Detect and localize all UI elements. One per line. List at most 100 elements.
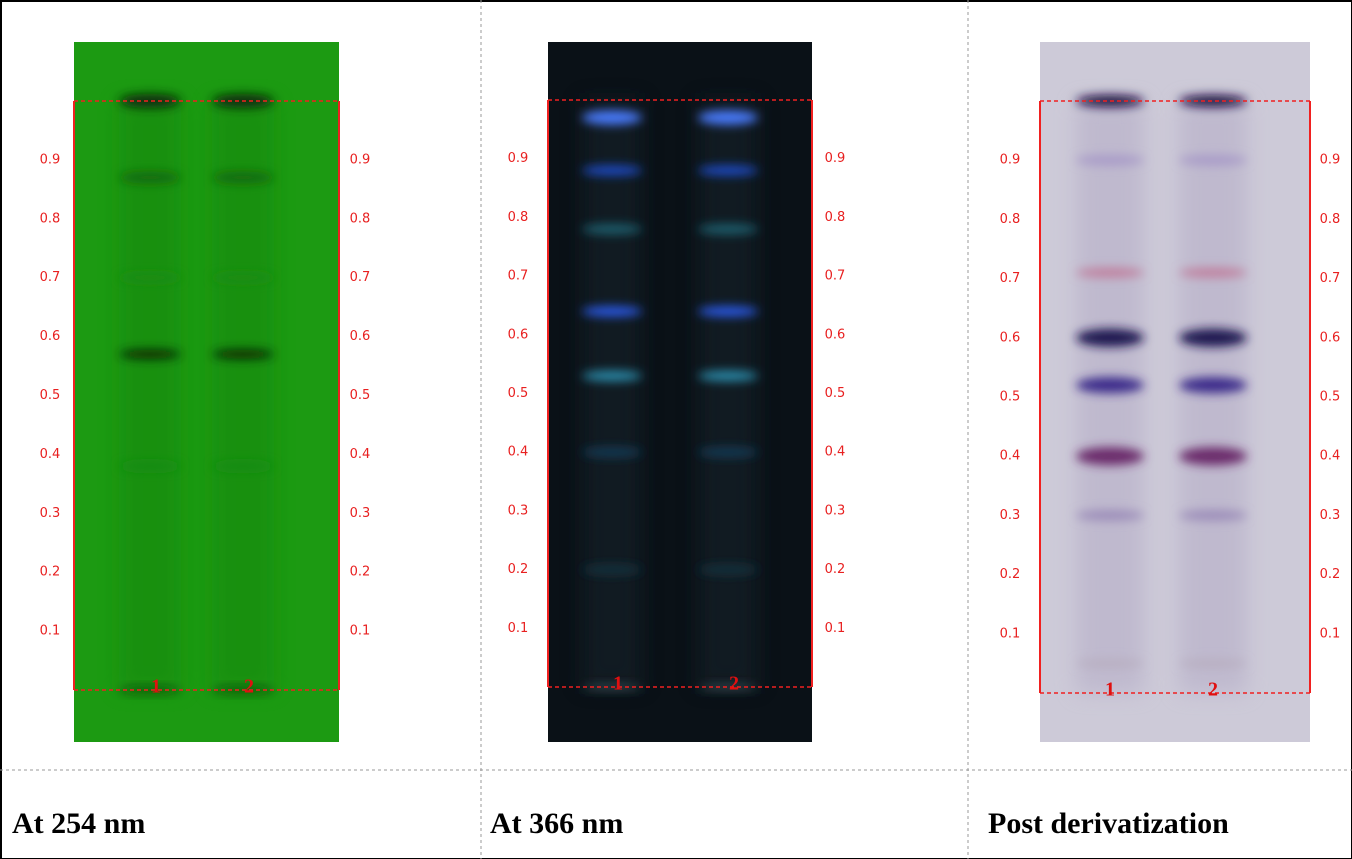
band [1179,329,1247,347]
rf-label: 0.5 [1320,390,1341,405]
rf-label: 0.9 [508,151,529,166]
rf-label: 0.5 [1000,390,1021,405]
lane-streak [1179,101,1247,693]
rf-label: 0.3 [1000,508,1021,523]
caption: Post derivatization [988,807,1229,840]
rf-label: 0.4 [1000,449,1021,464]
rf-label: 0.1 [40,624,61,639]
rf-label: 0.2 [825,562,846,577]
band [119,688,181,692]
band [698,224,758,234]
band [1179,447,1247,465]
band [698,111,758,125]
rf-label: 0.2 [350,565,371,580]
band [119,349,181,359]
rf-label: 0.3 [350,506,371,521]
rf-label: 0.9 [40,152,61,167]
rf-label: 0.7 [1000,271,1021,286]
band [698,306,758,316]
lane-streak [582,100,642,687]
rf-label: 0.8 [350,211,371,226]
rf-label: 0.4 [350,447,371,462]
rf-label: 0.7 [1320,271,1341,286]
band [212,349,274,359]
lane-label: 1 [1105,679,1115,701]
band [1179,510,1247,520]
lane-label: 1 [613,673,623,695]
rf-label: 0.9 [350,152,371,167]
rf-label: 0.5 [350,388,371,403]
rf-label: 0.1 [825,621,846,636]
band [212,462,274,470]
caption: At 254 nm [12,807,145,840]
band [1076,268,1144,277]
band [582,565,642,575]
band [698,685,758,689]
caption: At 366 nm [490,807,623,840]
rf-label: 0.5 [825,386,846,401]
band [1076,510,1144,520]
lane-label: 2 [1208,679,1218,701]
band [1076,155,1144,165]
rf-label: 0.9 [1320,153,1341,168]
rf-label: 0.3 [825,503,846,518]
band [1179,155,1247,165]
rf-label: 0.6 [1320,330,1341,345]
rf-label: 0.8 [825,210,846,225]
rf-label: 0.8 [1320,212,1341,227]
rf-label: 0.2 [40,565,61,580]
lane-streak [119,101,181,690]
rf-label: 0.1 [1000,626,1021,641]
band [119,94,181,108]
rf-label: 0.3 [40,506,61,521]
plate-image [74,42,339,742]
band [1179,268,1247,277]
rf-label: 0.7 [825,269,846,284]
band [119,172,181,184]
band [582,165,642,175]
band [1076,377,1144,393]
rf-label: 0.6 [40,329,61,344]
lane-streak [698,100,758,687]
band [119,274,181,282]
rf-label: 0.8 [1000,212,1021,227]
rf-label: 0.3 [508,503,529,518]
figure: 0.9 0.9 0.8 0.8 0.7 0.7 0.6 0.6 0.5 0.5 0.4 0.4 0.3 0… [0,0,1352,859]
band [582,447,642,457]
rf-label: 0.3 [1320,508,1341,523]
lane-streak [1076,101,1144,693]
rf-label: 0.4 [40,447,61,462]
lane-label: 1 [151,676,161,698]
rf-label: 0.4 [825,445,846,460]
band [698,371,758,381]
band [119,462,181,470]
rf-label: 0.2 [508,562,529,577]
rf-label: 0.4 [508,445,529,460]
rf-label: 0.2 [1000,567,1021,582]
rf-label: 0.9 [1000,153,1021,168]
band [582,224,642,234]
rf-label: 0.5 [40,388,61,403]
band [698,165,758,175]
rf-label: 0.8 [40,211,61,226]
rf-label: 0.9 [825,151,846,166]
lane-label: 2 [244,676,254,698]
lane-label: 2 [729,673,739,695]
band [1179,659,1247,667]
rf-label: 0.5 [508,386,529,401]
rf-label: 0.6 [350,329,371,344]
band [1076,447,1144,465]
band [582,306,642,316]
rf-label: 0.1 [350,624,371,639]
rf-label: 0.6 [825,327,846,342]
rf-label: 0.7 [508,269,529,284]
rf-label: 0.8 [508,210,529,225]
band [1179,377,1247,393]
band [582,371,642,381]
band [1076,659,1144,667]
rf-label: 0.7 [350,270,371,285]
lane-streak [212,101,274,690]
band [212,274,274,282]
